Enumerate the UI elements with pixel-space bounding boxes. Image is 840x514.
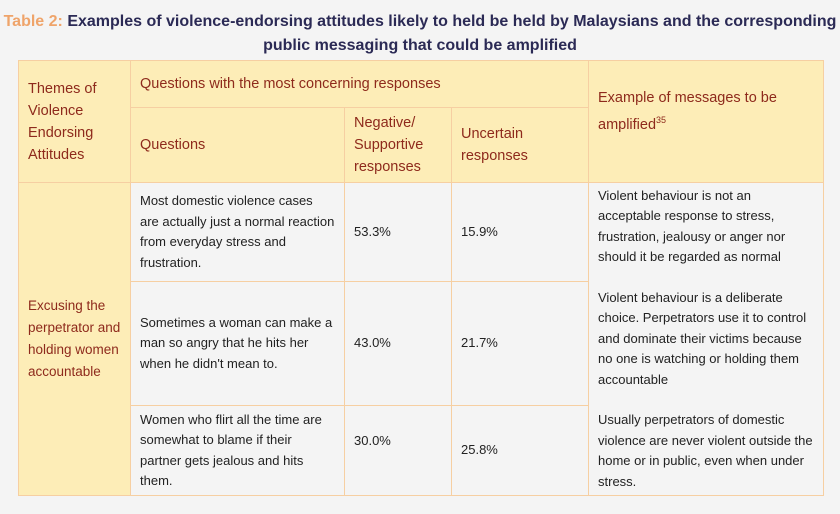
negative-cell: 53.3% — [344, 182, 452, 282]
question-cell: Women who flirt all the time are somewha… — [130, 405, 345, 496]
uncertain-cell: 25.8% — [451, 405, 589, 496]
header-negative: Negative/ Supportive responses — [344, 107, 452, 183]
header-uncertain: Uncertain responses — [451, 107, 589, 183]
header-questions: Questions — [130, 107, 345, 183]
header-messages-text: Example of messages to be amplified — [598, 90, 777, 133]
negative-cell: 30.0% — [344, 405, 452, 496]
table-label: Table 2: — [3, 13, 63, 30]
message-text: Usually perpetrators of domestic violenc… — [598, 412, 813, 489]
question-cell: Sometimes a woman can make a man so angr… — [130, 281, 345, 406]
attitudes-table: Themes of Violence Endorsing Attitudes Q… — [18, 60, 824, 496]
table-row: Women who flirt all the time are somewha… — [19, 405, 824, 496]
table-title: Examples of violence-endorsing attitudes… — [67, 13, 837, 54]
table-row: Sometimes a woman can make a man so angr… — [19, 281, 824, 406]
question-cell: Most domestic violence cases are actuall… — [130, 182, 345, 282]
table-caption: Table 2: Examples of violence-endorsing … — [0, 10, 840, 58]
header-messages: Example of messages to be amplified35 — [588, 60, 824, 183]
theme-cell: Excusing the perpetrator and holding wom… — [18, 182, 131, 496]
message-text: Violent behaviour is a deliberate choice… — [598, 289, 807, 387]
header-themes: Themes of Violence Endorsing Attitudes — [18, 60, 131, 183]
footnote-ref: 35 — [656, 115, 667, 126]
uncertain-cell: 15.9% — [451, 182, 589, 282]
header-questions-group: Questions with the most concerning respo… — [130, 60, 589, 108]
negative-cell: 43.0% — [344, 281, 452, 406]
table-row: Excusing the perpetrator and holding wom… — [18, 182, 824, 496]
message-text: Violent behaviour is not an acceptable r… — [598, 187, 786, 265]
messages-cell: Violent behaviour is not an acceptable r… — [588, 182, 824, 496]
uncertain-cell: 21.7% — [451, 281, 589, 406]
